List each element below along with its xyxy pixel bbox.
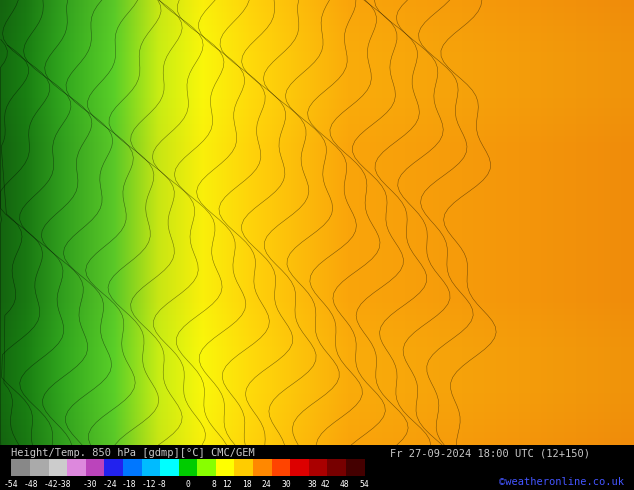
Text: Fr 27-09-2024 18:00 UTC (12+150): Fr 27-09-2024 18:00 UTC (12+150) (390, 448, 590, 458)
Text: 42: 42 (320, 480, 330, 489)
Text: -18: -18 (122, 480, 136, 489)
Text: 54: 54 (359, 480, 370, 489)
Text: -12: -12 (141, 480, 156, 489)
Bar (160, 459, 179, 476)
Text: Height/Temp. 850 hPa [gdmp][°C] CMC/GEM: Height/Temp. 850 hPa [gdmp][°C] CMC/GEM (11, 448, 255, 458)
Bar (86, 459, 105, 476)
Text: -38: -38 (56, 480, 71, 489)
Text: 0: 0 (186, 480, 190, 489)
Bar (30, 459, 49, 476)
Bar (235, 459, 253, 476)
Text: -24: -24 (102, 480, 117, 489)
Bar (346, 459, 365, 476)
Bar (179, 459, 197, 476)
Bar (216, 459, 235, 476)
Bar (253, 459, 271, 476)
Text: -30: -30 (82, 480, 97, 489)
Bar (123, 459, 141, 476)
Text: -8: -8 (157, 480, 167, 489)
Text: 18: 18 (242, 480, 252, 489)
Bar (327, 459, 346, 476)
Text: -54: -54 (4, 480, 19, 489)
Bar (49, 459, 67, 476)
Text: 8: 8 (212, 480, 217, 489)
Text: 12: 12 (223, 480, 232, 489)
Text: 38: 38 (307, 480, 317, 489)
Bar (105, 459, 123, 476)
Text: 48: 48 (340, 480, 350, 489)
Bar (290, 459, 309, 476)
Bar (11, 459, 30, 476)
Bar (197, 459, 216, 476)
Bar (271, 459, 290, 476)
Bar (309, 459, 327, 476)
Bar (67, 459, 86, 476)
Text: -42: -42 (43, 480, 58, 489)
Text: ©weatheronline.co.uk: ©weatheronline.co.uk (500, 477, 624, 487)
Text: -48: -48 (23, 480, 38, 489)
Text: 24: 24 (262, 480, 271, 489)
Bar (141, 459, 160, 476)
Text: 30: 30 (281, 480, 291, 489)
